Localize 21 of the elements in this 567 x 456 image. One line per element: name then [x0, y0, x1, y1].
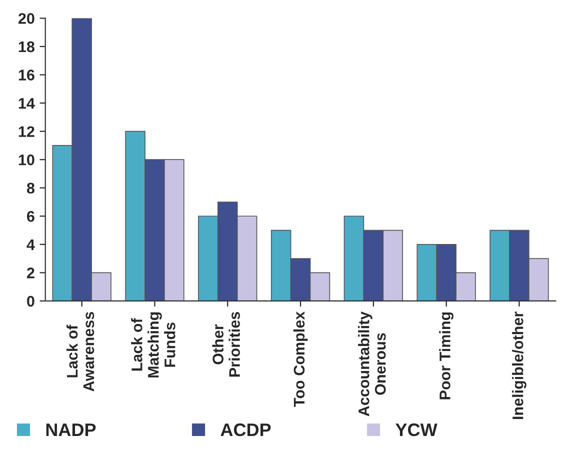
- y-tick-label: 20: [18, 13, 34, 24]
- y-tick-label: 16: [18, 70, 34, 80]
- y-tick-label: 4: [26, 239, 35, 250]
- y-tick-label: 14: [18, 98, 35, 109]
- y-tick-label: 6: [27, 211, 34, 222]
- x-tick-label: Lack of Awareness: [66, 312, 94, 392]
- y-tick-label: 0: [27, 296, 34, 307]
- legend-label: ACDP: [220, 423, 271, 436]
- x-tick-label: Ineligible/other: [512, 312, 526, 419]
- y-tick-label: 12: [18, 126, 34, 137]
- legend-label: NADP: [46, 424, 96, 436]
- y-tick-label: 2: [26, 268, 34, 278]
- x-tick-label: Too Complex: [293, 311, 308, 407]
- x-tick-label: Other Priorities: [212, 312, 240, 377]
- y-tick-label: 8: [26, 182, 34, 194]
- y-tick-label: 18: [18, 41, 34, 52]
- x-tick-label: Lack of Matching Funds: [131, 312, 176, 378]
- y-tick-label: 10: [18, 154, 34, 166]
- x-tick-label: Poor Timing: [439, 312, 454, 400]
- legend-label: YCW: [396, 423, 438, 436]
- x-tick-label: Accountability Onerous: [358, 311, 386, 416]
